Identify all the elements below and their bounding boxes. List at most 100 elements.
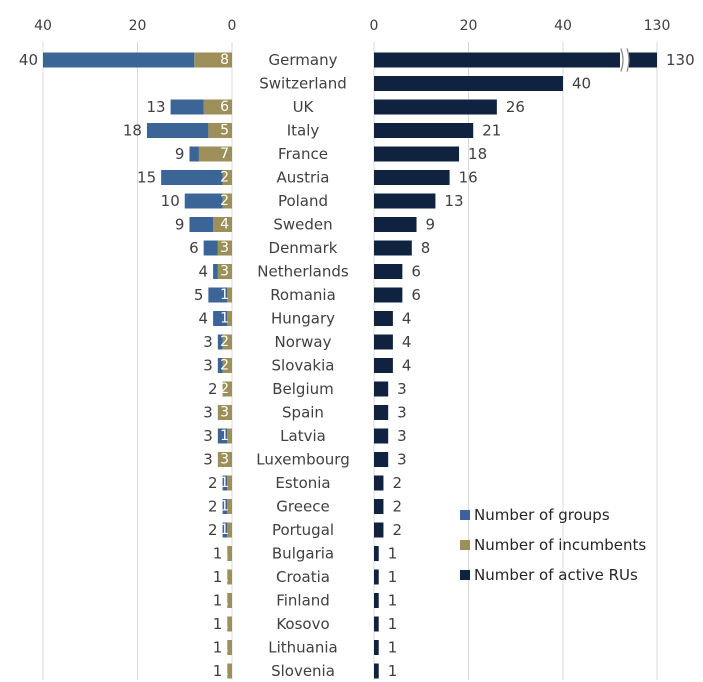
category-label: France: [278, 145, 328, 163]
bar-incumbents-label: 1: [220, 522, 229, 538]
legend-label: Number of active RUs: [474, 566, 638, 584]
bar-active-rus: [374, 522, 384, 538]
category-label: Switzerland: [259, 75, 347, 93]
bar-incumbents-label: 1: [220, 640, 229, 656]
category-label: Romania: [270, 286, 336, 304]
bar-groups: [189, 146, 199, 162]
bar-groups: [213, 311, 228, 326]
active-rus-label: 40: [572, 75, 591, 93]
bar-groups: [170, 99, 204, 115]
active-rus-label: 26: [506, 98, 525, 116]
bar-incumbents-label: 2: [220, 358, 229, 374]
bar-incumbents: [203, 99, 232, 115]
bar-incumbents-label: 1: [220, 616, 229, 632]
bar-incumbents-label: 2: [220, 334, 229, 350]
legend: Number of groups Number of incumbents Numb…: [460, 506, 646, 584]
category-label: Finland: [276, 592, 330, 610]
active-rus-label: 16: [459, 169, 478, 187]
bar-incumbents-label: 6: [220, 99, 229, 115]
bar-incumbents: [222, 334, 232, 350]
active-rus-label: 2: [392, 521, 402, 539]
bar-active-rus: [374, 663, 379, 679]
bar-active-rus: [374, 217, 417, 232]
total-label: 5: [194, 286, 204, 304]
category-label: Italy: [287, 122, 320, 140]
right-axis-tick-40: 40: [554, 18, 572, 34]
category-label: Latvia: [280, 427, 326, 445]
category-label: Croatia: [276, 568, 330, 586]
category-label: UK: [293, 98, 315, 116]
bar-active-rus: [374, 358, 393, 373]
total-label: 1: [213, 639, 223, 657]
total-label: 1: [213, 615, 223, 633]
active-rus-label: 4: [402, 357, 412, 375]
legend-label: Number of incumbents: [474, 536, 646, 554]
category-label: Luxembourg: [256, 451, 350, 469]
left-axis-tick-40: 40: [34, 18, 52, 34]
bar-active-rus: [374, 405, 389, 420]
bar-incumbents: [227, 640, 232, 655]
active-rus-label: 6: [411, 263, 421, 281]
total-label: 1: [213, 592, 223, 610]
category-label: Bulgaria: [272, 545, 334, 563]
active-rus-label: 1: [388, 615, 398, 633]
active-rus-label: 4: [402, 333, 412, 351]
total-label: 10: [161, 192, 180, 210]
active-rus-label: 8: [421, 239, 431, 257]
bar-active-rus: [374, 428, 389, 444]
active-rus-label: 3: [397, 427, 407, 445]
bar-incumbents: [222, 170, 232, 185]
bar-active-rus: [374, 240, 412, 256]
right-axis-tick-0: 0: [370, 18, 379, 34]
bar-incumbents-label: 1: [220, 428, 229, 444]
bar-incumbents: [217, 264, 232, 279]
bar-active-rus: [374, 170, 450, 185]
bar-incumbents-label: 1: [220, 546, 229, 562]
total-label: 4: [199, 263, 209, 281]
bar-active-rus: [374, 475, 384, 491]
active-rus-label: 1: [388, 592, 398, 610]
total-label: 18: [123, 122, 142, 140]
bar-groups: [184, 193, 223, 209]
total-label: 3: [203, 333, 213, 351]
total-label: 4: [199, 310, 209, 328]
legend-swatch: [460, 510, 470, 520]
bar-active-rus: [374, 593, 379, 608]
category-label: Norway: [275, 333, 332, 351]
axis-break-mark: [620, 48, 624, 72]
category-label: Lithuania: [268, 639, 337, 657]
bar-active-rus: [374, 76, 563, 91]
bar-active-rus: [374, 569, 379, 585]
bar-incumbents: [227, 522, 232, 538]
active-rus-label: 3: [397, 380, 407, 398]
active-rus-label: 9: [426, 216, 436, 234]
bar-groups: [217, 334, 223, 350]
total-label: 3: [203, 357, 213, 375]
bar-incumbents: [227, 569, 232, 585]
bar-active-rus: [374, 264, 403, 279]
bar-incumbents: [217, 240, 232, 256]
total-label: 2: [208, 474, 218, 492]
legend-swatch: [460, 540, 470, 550]
active-rus-label: 1: [388, 545, 398, 563]
active-rus-label: 6: [411, 286, 421, 304]
bar-incumbents: [227, 428, 232, 444]
total-label: 9: [175, 216, 185, 234]
bar-groups: [222, 499, 228, 514]
active-rus-label: 13: [444, 192, 463, 210]
bar-incumbents-label: 8: [220, 52, 229, 68]
bar-groups: [217, 428, 228, 444]
bar-groups: [222, 522, 228, 538]
category-label: Germany: [269, 51, 338, 69]
bar-active-rus-continued: [629, 52, 657, 68]
active-rus-label: 18: [468, 145, 487, 163]
bar-active-rus: [374, 193, 436, 209]
bar-groups: [213, 264, 218, 279]
bar-groups: [189, 217, 214, 232]
bar-groups: [43, 52, 195, 68]
right-axis-tick-130: 130: [644, 18, 671, 34]
bar-incumbents-label: 7: [220, 146, 229, 162]
bar-incumbents: [198, 146, 232, 162]
bar-groups: [146, 123, 209, 138]
active-rus-label: 1: [388, 639, 398, 657]
